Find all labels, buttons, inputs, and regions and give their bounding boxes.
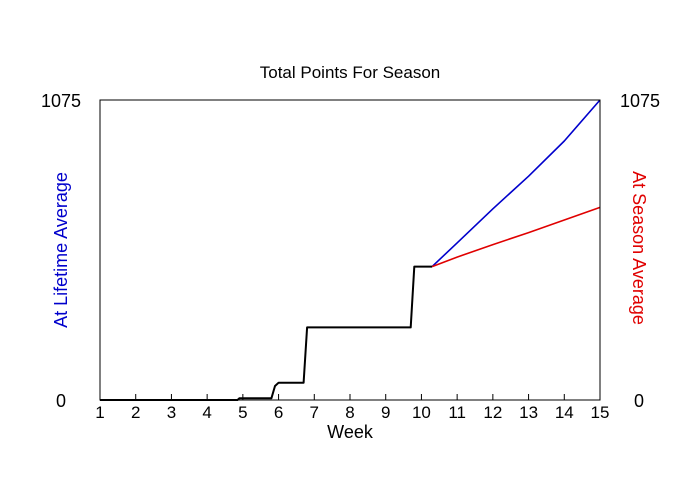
x-tick-label: 1 [95, 403, 104, 422]
y-left-bottom-label: 0 [56, 391, 66, 411]
x-axis-label: Week [327, 422, 374, 442]
x-tick-label: 6 [274, 403, 283, 422]
x-tick-label: 14 [555, 403, 574, 422]
x-tick-label: 4 [202, 403, 211, 422]
x-tick-label: 10 [412, 403, 431, 422]
x-tick-label: 12 [483, 403, 502, 422]
x-axis-ticks [99, 394, 601, 400]
y-right-bottom-label: 0 [634, 391, 644, 411]
x-tick-label: 11 [448, 403, 466, 422]
series-line-at-season-average [431, 206, 601, 268]
x-tick-label: 7 [310, 403, 319, 422]
left-axis-label: At Lifetime Average [51, 172, 71, 328]
plot-lines [100, 99, 601, 401]
x-axis-tick-labels: 1 2 3 4 5 6 7 8 9 10 11 12 13 14 15 [95, 403, 609, 422]
x-tick-label: 5 [238, 403, 247, 422]
right-axis-label: At Season Average [629, 171, 649, 325]
series-line-at-lifetime-average [431, 99, 601, 268]
x-tick-label: 15 [591, 403, 610, 422]
y-left-top-label: 1075 [41, 91, 81, 111]
y-right-top-label: 1075 [620, 91, 660, 111]
chart-title: Total Points For Season [260, 63, 440, 82]
x-tick-label: 3 [167, 403, 176, 422]
x-tick-label: 9 [381, 403, 390, 422]
x-tick-label: 13 [519, 403, 538, 422]
x-tick-label: 2 [131, 403, 140, 422]
series-line-actual [100, 265, 433, 401]
x-tick-label: 8 [345, 403, 354, 422]
